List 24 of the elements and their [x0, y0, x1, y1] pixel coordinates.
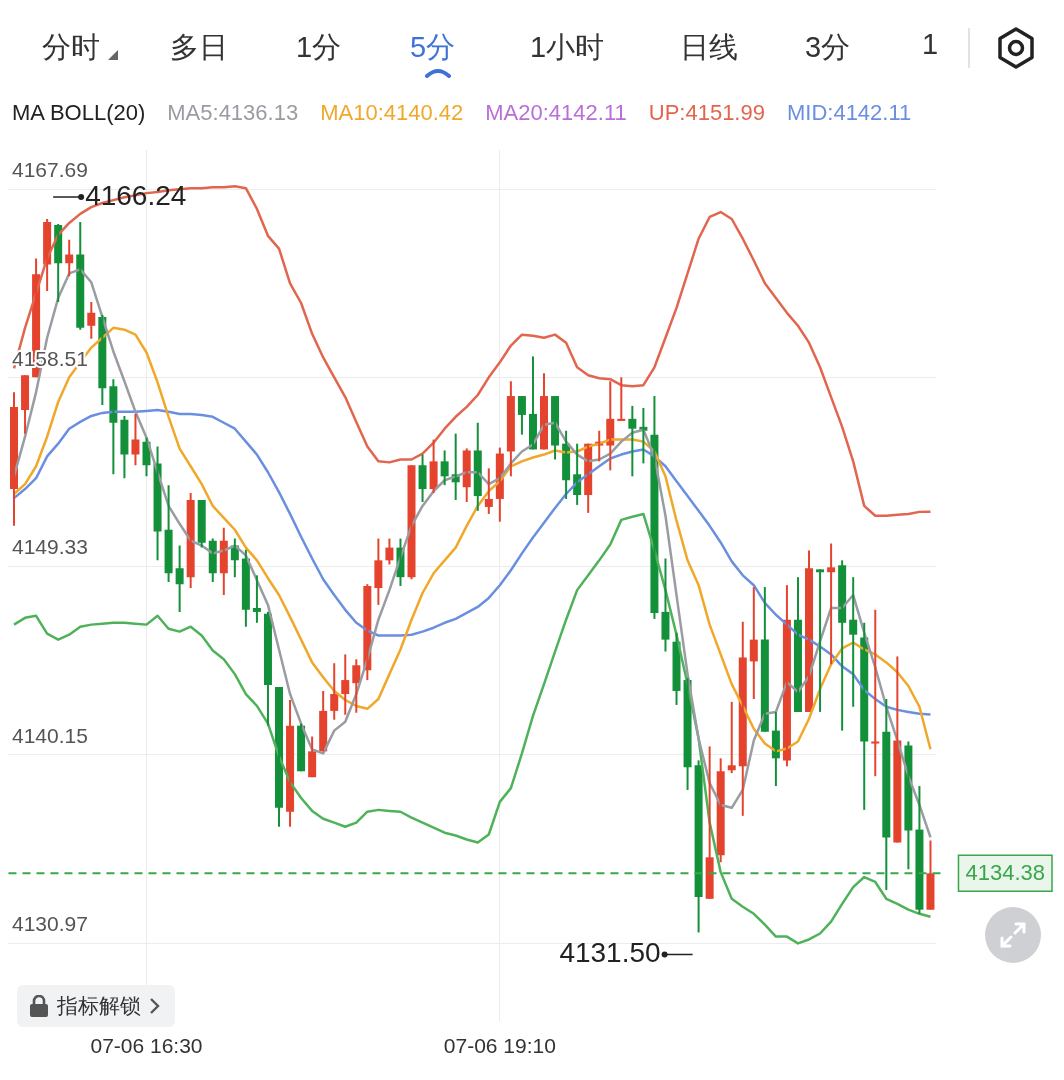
text: 日线 — [680, 30, 738, 65]
annotation: 4131.50 — [559, 937, 661, 969]
x-tick-label: 07-06 19:10 — [443, 1034, 556, 1058]
text: MA10:4140.42 — [320, 100, 464, 126]
text: 分时 — [42, 30, 100, 65]
text: 5分 — [410, 30, 456, 65]
y-tick-label: 4140.15 — [12, 723, 88, 747]
ref-line-label: 4134.38 — [965, 860, 1046, 886]
text: 1小时 — [530, 30, 605, 65]
text: 多日 — [170, 30, 228, 65]
chart-title: MA BOLL(20) — [12, 100, 146, 126]
text: MA5:4136.13 — [167, 100, 299, 126]
text: MID:4142.11 — [786, 100, 912, 126]
annotation: 指标解锁 — [57, 993, 141, 1019]
text: UP:4151.99 — [648, 100, 765, 126]
x-tick-label: 07-06 16:30 — [90, 1034, 203, 1058]
y-tick-label: 4167.69 — [12, 158, 88, 182]
legend-label: MA20:4142.11 — [485, 100, 627, 126]
y-tick-label: 4149.33 — [12, 535, 88, 559]
text: 1 — [922, 28, 939, 61]
y-tick-label: 4130.97 — [12, 912, 88, 936]
text: 1分 — [296, 30, 342, 65]
unlock-button: 指标解锁 — [17, 985, 175, 1027]
text: 3分 — [805, 30, 851, 65]
